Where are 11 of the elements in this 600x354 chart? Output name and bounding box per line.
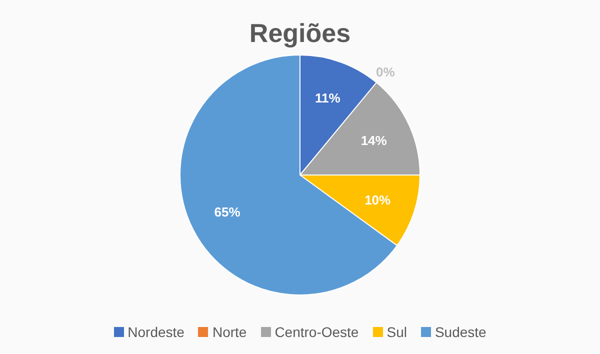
legend-label: Sudeste	[434, 324, 486, 340]
data-label: 14%	[360, 132, 388, 148]
legend-label: Centro-Oeste	[274, 324, 359, 340]
data-label: 10%	[364, 192, 392, 208]
legend-label: Nordeste	[128, 324, 184, 340]
data-label: 11%	[314, 90, 341, 106]
legend-label: Sul	[386, 324, 407, 340]
chart-title: Regiões	[249, 18, 351, 48]
legend-label: Norte	[212, 324, 247, 340]
data-label: 65%	[214, 204, 241, 220]
text: 0%	[376, 64, 395, 80]
